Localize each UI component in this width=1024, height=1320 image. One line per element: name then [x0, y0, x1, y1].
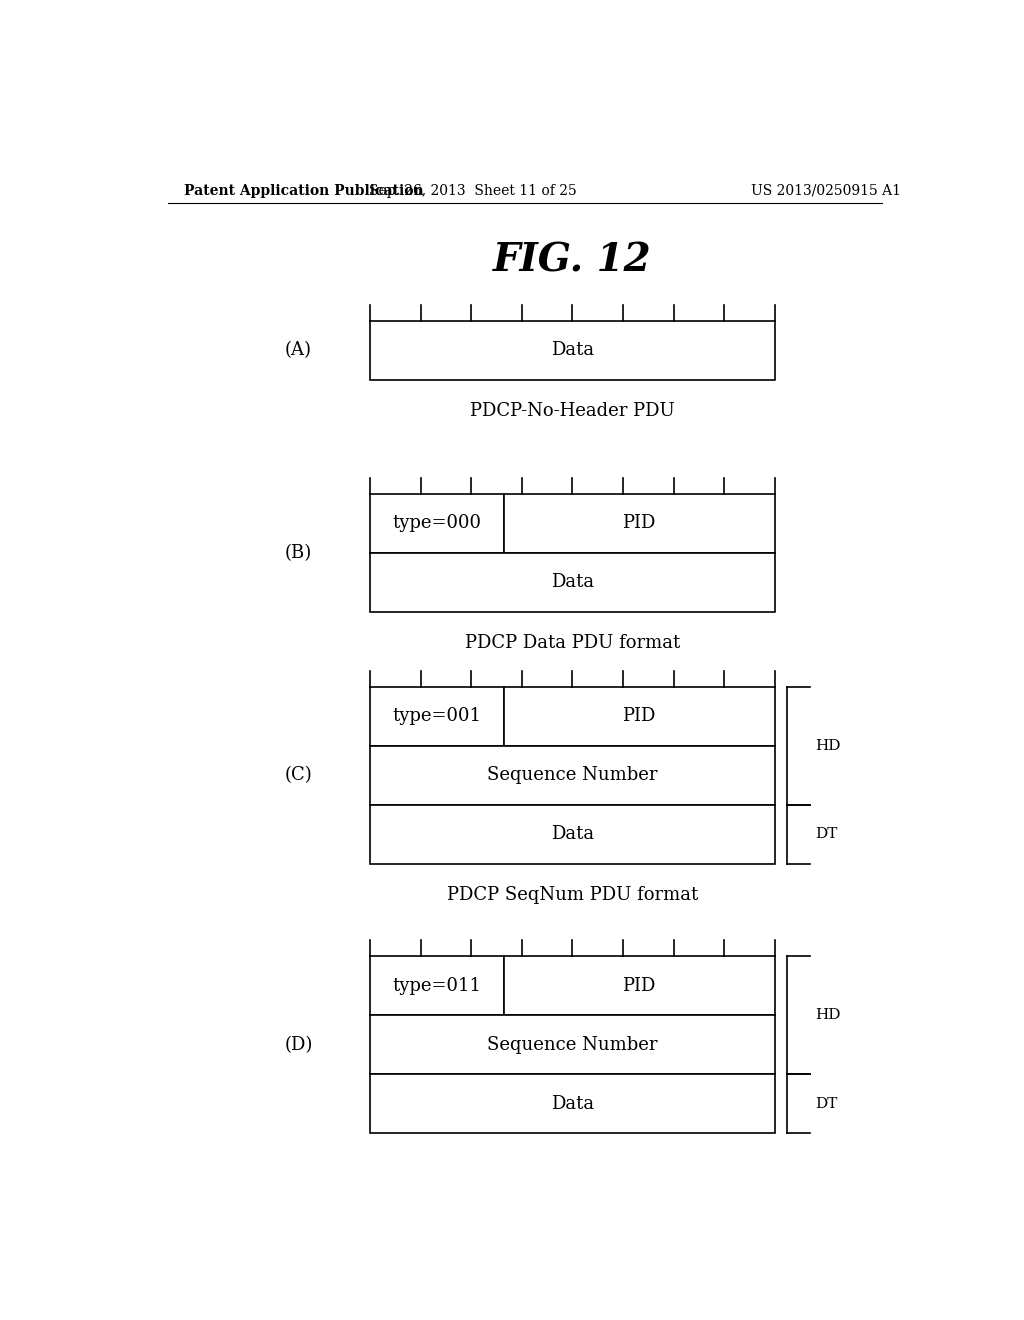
Bar [370, 1015, 775, 1074]
Bar [370, 746, 775, 805]
Text: type=001: type=001 [392, 708, 481, 726]
Text: PID: PID [623, 977, 656, 995]
Text: PID: PID [623, 708, 656, 726]
Text: HD: HD [815, 739, 841, 752]
Text: Data: Data [551, 573, 594, 591]
Text: type=000: type=000 [392, 515, 481, 532]
Text: Sequence Number: Sequence Number [487, 767, 657, 784]
Text: PID: PID [623, 515, 656, 532]
Text: US 2013/0250915 A1: US 2013/0250915 A1 [752, 183, 901, 198]
Text: Sep. 26, 2013  Sheet 11 of 25: Sep. 26, 2013 Sheet 11 of 25 [370, 183, 578, 198]
Text: PDCP SeqNum PDU format: PDCP SeqNum PDU format [446, 886, 698, 904]
Bar [370, 805, 775, 863]
Text: type=011: type=011 [392, 977, 481, 995]
Bar [370, 321, 775, 380]
Bar [370, 956, 504, 1015]
Text: FIG. 12: FIG. 12 [494, 242, 651, 280]
Text: Data: Data [551, 342, 594, 359]
Bar [370, 494, 504, 553]
Bar [370, 1074, 775, 1133]
Text: Data: Data [551, 1094, 594, 1113]
Bar [504, 956, 775, 1015]
Text: Data: Data [551, 825, 594, 843]
Bar [504, 686, 775, 746]
Text: DT: DT [815, 828, 838, 841]
Text: HD: HD [815, 1008, 841, 1022]
Text: (C): (C) [285, 767, 312, 784]
Bar [504, 494, 775, 553]
Text: Patent Application Publication: Patent Application Publication [183, 183, 423, 198]
Text: (A): (A) [285, 342, 312, 359]
Text: Sequence Number: Sequence Number [487, 1036, 657, 1053]
Text: (D): (D) [285, 1036, 312, 1053]
Bar [370, 553, 775, 611]
Text: (B): (B) [285, 544, 312, 562]
Text: DT: DT [815, 1097, 838, 1110]
Text: PDCP-No-Header PDU: PDCP-No-Header PDU [470, 403, 675, 420]
Text: PDCP Data PDU format: PDCP Data PDU format [465, 634, 680, 652]
Bar [370, 686, 504, 746]
